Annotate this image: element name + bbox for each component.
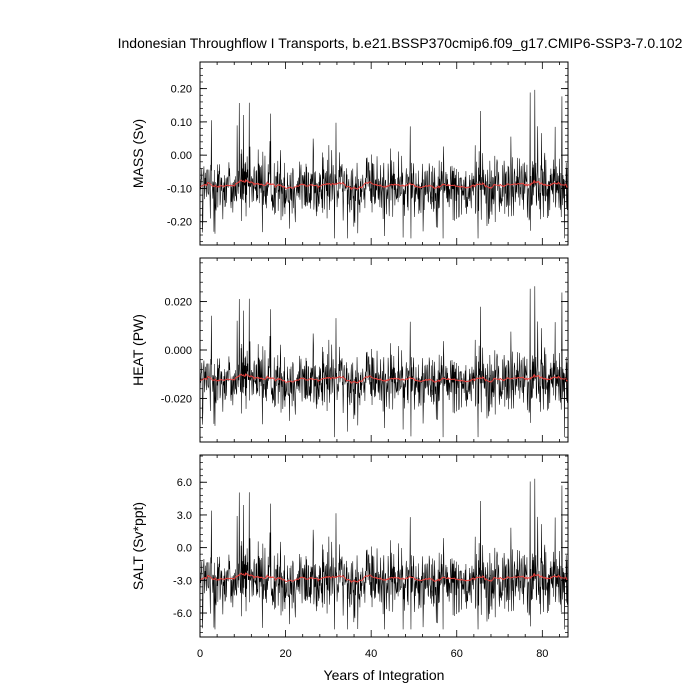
x-tick-label: 60 [451, 648, 463, 660]
series-running-mean-line [200, 572, 568, 584]
y-tick-label: 0.0 [177, 543, 192, 555]
panel-frame [199, 257, 569, 443]
panel-2: -0.020 0.000 0.020 HEAT (PW) [130, 257, 569, 443]
x-tick-label: 80 [536, 648, 548, 660]
y-tick-label: -6.0 [173, 608, 192, 620]
series-running-mean-line [200, 178, 568, 191]
x-axis-label: Years of Integration [324, 667, 445, 683]
y-tick-label: -3.0 [173, 575, 192, 587]
y-tick-label: -0.10 [167, 183, 192, 195]
y-tick-label: 0.00 [171, 150, 192, 162]
y-tick-label: -0.20 [167, 217, 192, 229]
y-tick-label: 6.0 [177, 477, 192, 489]
panel-frame [199, 61, 569, 246]
y-axis-label: SALT (Sv*ppt) [130, 502, 146, 590]
panel-frame [199, 454, 569, 638]
y-axis-label: MASS (Sv) [130, 119, 146, 188]
panel-1: -0.20 -0.10 0.00 0.10 0.20 MASS (Sv) [130, 61, 569, 246]
panel-3: -6.0 -3.0 0.0 3.0 6.0 0 20 40 60 80 SALT (Sv*ppt) [130, 454, 569, 660]
series-running-mean-line [200, 373, 568, 384]
x-tick-label: 40 [365, 648, 377, 660]
series-monthly-line [200, 478, 568, 630]
y-tick-label: 0.000 [164, 345, 192, 357]
chart-title: Indonesian Throughflow I Transports, b.e… [118, 35, 683, 51]
series-monthly-line [200, 89, 568, 239]
y-tick-label: 3.0 [177, 510, 192, 522]
x-tick-label: 0 [197, 648, 203, 660]
y-tick-label: 0.20 [171, 84, 192, 96]
x-tick-label: 20 [279, 648, 291, 660]
y-tick-label: -0.020 [161, 393, 192, 405]
y-tick-label: 0.020 [164, 297, 192, 309]
series-monthly-line [200, 286, 568, 438]
y-axis-label: HEAT (PW) [130, 314, 146, 386]
y-tick-label: 0.10 [171, 117, 192, 129]
